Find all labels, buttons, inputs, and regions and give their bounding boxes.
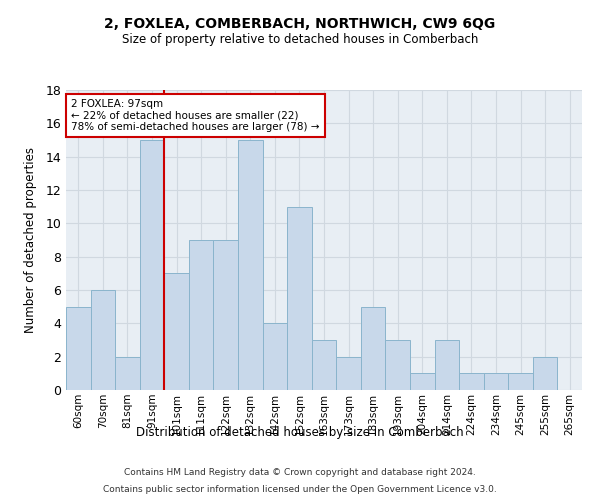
Text: Distribution of detached houses by size in Comberbach: Distribution of detached houses by size … (136, 426, 464, 439)
Y-axis label: Number of detached properties: Number of detached properties (24, 147, 37, 333)
Bar (459, 374, 484, 390)
Bar (533, 356, 557, 390)
Bar (336, 356, 361, 390)
Bar (287, 206, 312, 390)
Text: Size of property relative to detached houses in Comberbach: Size of property relative to detached ho… (122, 32, 478, 46)
Bar (214, 240, 238, 390)
Bar (115, 356, 140, 390)
Text: 2 FOXLEA: 97sqm
← 22% of detached houses are smaller (22)
78% of semi-detached h: 2 FOXLEA: 97sqm ← 22% of detached houses… (71, 99, 320, 132)
Text: 2, FOXLEA, COMBERBACH, NORTHWICH, CW9 6QG: 2, FOXLEA, COMBERBACH, NORTHWICH, CW9 6Q… (104, 18, 496, 32)
Bar (91, 290, 115, 390)
Bar (189, 240, 214, 390)
Bar (385, 340, 410, 390)
Bar (238, 140, 263, 390)
Bar (164, 274, 189, 390)
Bar (434, 340, 459, 390)
Bar (410, 374, 434, 390)
Bar (361, 306, 385, 390)
Bar (263, 324, 287, 390)
Bar (312, 340, 336, 390)
Bar (140, 140, 164, 390)
Bar (508, 374, 533, 390)
Bar (484, 374, 508, 390)
Text: Contains HM Land Registry data © Crown copyright and database right 2024.: Contains HM Land Registry data © Crown c… (124, 468, 476, 477)
Bar (66, 306, 91, 390)
Text: Contains public sector information licensed under the Open Government Licence v3: Contains public sector information licen… (103, 484, 497, 494)
